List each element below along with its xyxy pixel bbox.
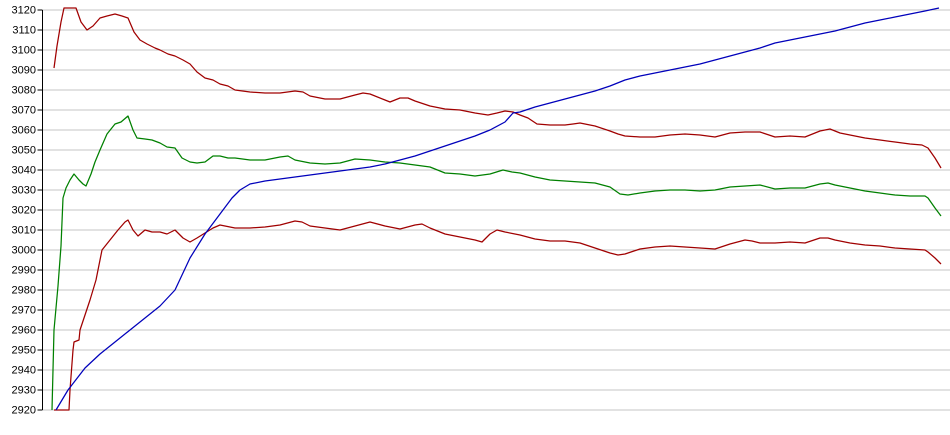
y-tick-label: 3010 [12, 225, 36, 237]
series-green-line [51, 115, 942, 411]
y-axis-ticks [37, 9, 43, 411]
y-tick-label: 3100 [12, 45, 36, 57]
y-tick-label: 3070 [12, 105, 36, 117]
y-tick-label: 3040 [12, 165, 36, 177]
y-tick-label: 2920 [12, 405, 36, 417]
y-tick-label: 3050 [12, 145, 36, 157]
y-tick-label: 2950 [12, 345, 36, 357]
y-tick-label: 3030 [12, 185, 36, 197]
series-blue-line [55, 7, 940, 411]
y-tick-label: 3020 [12, 205, 36, 217]
y-tick-label: 2930 [12, 385, 36, 397]
y-tick-label: 3000 [12, 245, 36, 257]
y-tick-label: 2970 [12, 305, 36, 317]
series-upper-dark-red-line [53, 7, 942, 169]
y-axis-labels: 3120 3110 3100 3090 3080 3070 3060 3050 3040 3030… [12, 5, 36, 417]
y-tick-label: 2990 [12, 265, 36, 277]
y-tick-label: 2940 [12, 365, 36, 377]
y-tick-label: 2980 [12, 285, 36, 297]
y-tick-label: 2960 [12, 325, 36, 337]
gridlines [43, 9, 950, 411]
y-tick-label: 3110 [12, 25, 36, 37]
y-tick-label: 3060 [12, 125, 36, 137]
series-lower-dark-red-line [54, 219, 942, 411]
y-tick-label: 3120 [12, 5, 36, 17]
y-tick-label: 3080 [12, 85, 36, 97]
y-tick-label: 3090 [12, 65, 36, 77]
